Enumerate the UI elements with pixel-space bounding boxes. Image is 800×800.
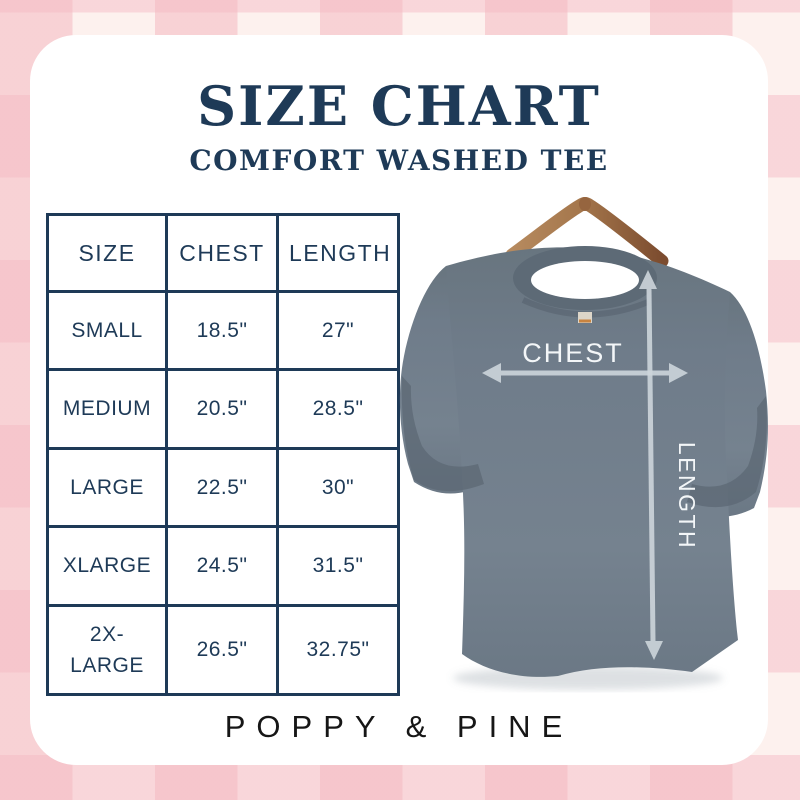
right-sleeve-cuff [687, 396, 767, 508]
size-cell: SMALL [46, 290, 168, 371]
table-row: XLARGE 24.5" 31.5" [46, 525, 400, 607]
size-cell: 2X-LARGE [46, 604, 168, 696]
column-header-length: LENGTH [276, 213, 400, 293]
size-table: SIZE CHEST LENGTH SMALL 18.5" 27" MEDIUM… [46, 213, 400, 696]
chest-arrow [482, 363, 688, 383]
size-cell: LARGE [46, 447, 168, 528]
page-subtitle: COMFORT WASHED TEE [189, 144, 609, 177]
left-sleeve-cuff [401, 376, 484, 492]
column-header-size: SIZE [46, 213, 168, 293]
wooden-hanger [505, 197, 669, 268]
table-row: LARGE 22.5" 30" [46, 447, 400, 528]
tshirt-measurement-photo: CHEST LENGTH [399, 197, 769, 690]
size-cell: XLARGE [46, 525, 168, 607]
brand-name: POPPY & PINE [224, 709, 574, 744]
page-title: SIZE CHART [197, 74, 601, 138]
length-cell: 31.5" [276, 525, 400, 607]
table-row: 2X-LARGE 26.5" 32.75" [46, 604, 400, 696]
size-cell: MEDIUM [46, 368, 168, 450]
table-row: SMALL 18.5" 27" [46, 290, 400, 371]
length-cell: 27" [276, 290, 400, 371]
length-label: LENGTH [674, 442, 700, 550]
length-cell: 32.75" [276, 604, 400, 696]
collar-tag [578, 312, 592, 323]
chest-cell: 26.5" [165, 604, 279, 696]
content-card: SIZE CHART COMFORT WASHED TEE SIZE CHEST… [30, 35, 769, 765]
length-cell: 30" [276, 447, 400, 528]
length-cell: 28.5" [276, 368, 400, 450]
chest-cell: 20.5" [165, 368, 279, 450]
column-header-chest: CHEST [165, 213, 279, 293]
chest-cell: 22.5" [165, 447, 279, 528]
shirt-collar [513, 246, 657, 323]
table-header-row: SIZE CHEST LENGTH [46, 213, 400, 293]
chest-cell: 18.5" [165, 290, 279, 371]
length-arrow [639, 270, 663, 660]
table-row: MEDIUM 20.5" 28.5" [46, 368, 400, 450]
chest-cell: 24.5" [165, 525, 279, 607]
chest-label: CHEST [522, 338, 624, 368]
